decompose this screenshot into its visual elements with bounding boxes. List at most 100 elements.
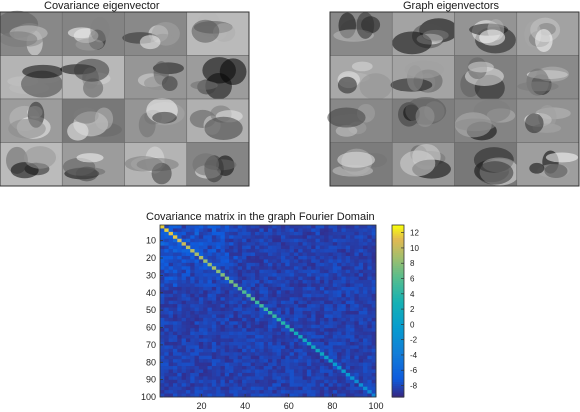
heatmap-cell: [198, 359, 204, 363]
heatmap-cell: [324, 366, 329, 370]
heatmap-cell: [224, 259, 230, 264]
heatmap-cell: [190, 297, 195, 301]
heatmap-cell: [350, 376, 355, 381]
heatmap-cell: [224, 255, 230, 260]
heatmap-cell: [280, 355, 286, 360]
heatmap-cell: [216, 366, 221, 370]
heatmap-cell: [160, 341, 165, 346]
heatmap-cell: [259, 255, 264, 260]
heatmap-cell: [350, 266, 355, 271]
heatmap-cell: [272, 376, 277, 381]
heatmap-cell: [302, 379, 308, 384]
heatmap-cell: [354, 372, 360, 377]
heatmap-cell: [263, 317, 269, 322]
heatmap-cell: [246, 352, 252, 357]
heatmap-cell: [337, 393, 342, 398]
heatmap-cell: [263, 324, 269, 329]
heatmap-cell: [172, 348, 178, 353]
heatmap-cell: [363, 372, 368, 377]
heatmap-cell: [298, 262, 303, 267]
heatmap-cell: [233, 280, 239, 284]
heatmap-cell: [358, 293, 364, 298]
heatmap-cell: [293, 341, 299, 346]
heatmap-cell: [198, 348, 204, 353]
heatmap-cell: [358, 359, 364, 363]
heatmap-cell: [276, 321, 282, 326]
heatmap-cell: [198, 311, 204, 315]
heatmap-cell: [302, 249, 308, 253]
heatmap-cell: [181, 266, 187, 271]
heatmap-cell: [255, 228, 260, 233]
heatmap-cell: [216, 266, 221, 271]
heatmap-cell: [285, 231, 290, 236]
heatmap-cell: [229, 273, 234, 277]
heatmap-cell: [164, 238, 169, 243]
heatmap-cell: [328, 328, 334, 332]
heatmap-cell: [198, 300, 204, 305]
heatmap-cell: [315, 307, 321, 312]
heatmap-cell: [302, 335, 308, 339]
heatmap-cell: [224, 231, 230, 236]
heatmap-cell: [255, 345, 260, 350]
heatmap-cell: [302, 390, 308, 394]
heatmap-cell: [164, 390, 169, 394]
colorbar-swatch: [392, 338, 404, 342]
heatmap-cell: [160, 266, 165, 271]
heatmap-cell: [324, 252, 329, 257]
colorbar-swatch: [392, 379, 404, 383]
heatmap-cell: [242, 228, 247, 233]
heatmap-cell: [250, 314, 256, 319]
heatmap-cell: [185, 276, 191, 281]
heatmap-cell: [315, 283, 321, 288]
heatmap-cell: [242, 369, 247, 374]
heatmap-cell: [160, 307, 165, 312]
heatmap-cell: [181, 317, 187, 322]
heatmap-cell: [229, 331, 234, 336]
heatmap-cell: [255, 225, 260, 229]
heatmap-cell: [185, 352, 191, 357]
heatmap-cell: [194, 376, 200, 381]
heatmap-cell: [272, 328, 277, 332]
heatmap-cell: [246, 269, 252, 274]
heatmap-cell: [302, 355, 308, 360]
heatmap-cell: [298, 328, 303, 332]
heatmap-cell: [311, 304, 316, 308]
heatmap-cell: [276, 238, 282, 243]
heatmap-cell: [289, 352, 295, 357]
heatmap-cell: [168, 386, 174, 391]
heatmap-cell: [160, 372, 165, 377]
heatmap-cell: [289, 269, 295, 274]
heatmap-cell: [315, 359, 321, 363]
heatmap-cell: [276, 311, 282, 315]
heatmap-cell: [220, 369, 226, 374]
heatmap-cell: [211, 262, 217, 267]
heatmap-cell: [194, 311, 200, 315]
heatmap-cell: [276, 262, 282, 267]
heatmap-cell: [216, 314, 221, 319]
heatmap-cell: [185, 355, 191, 360]
heatmap-cell: [363, 304, 368, 308]
heatmap-cell: [315, 331, 321, 336]
heatmap-cell: [285, 249, 290, 253]
heatmap-cell: [363, 335, 368, 339]
heatmap-cell: [306, 273, 312, 277]
heatmap-cell: [345, 379, 351, 384]
heatmap-cell: [164, 317, 169, 322]
heatmap-cell: [185, 273, 191, 277]
heatmap-cell: [185, 317, 191, 322]
heatmap-cell: [350, 317, 355, 322]
heatmap-cell: [172, 242, 178, 246]
heatmap-cell: [250, 331, 256, 336]
heatmap-cell: [250, 328, 256, 332]
heatmap-cell: [306, 341, 312, 346]
heatmap-cell: [220, 372, 226, 377]
heatmap-cell: [172, 359, 178, 363]
heatmap-cell: [354, 311, 360, 315]
heatmap-cell: [216, 328, 221, 332]
heatmap-cell: [250, 352, 256, 357]
heatmap-cell: [328, 390, 334, 394]
heatmap-cell: [211, 238, 217, 243]
heatmap-cell: [276, 372, 282, 377]
heatmap-cell: [319, 335, 325, 339]
heatmap-cell: [328, 321, 334, 326]
